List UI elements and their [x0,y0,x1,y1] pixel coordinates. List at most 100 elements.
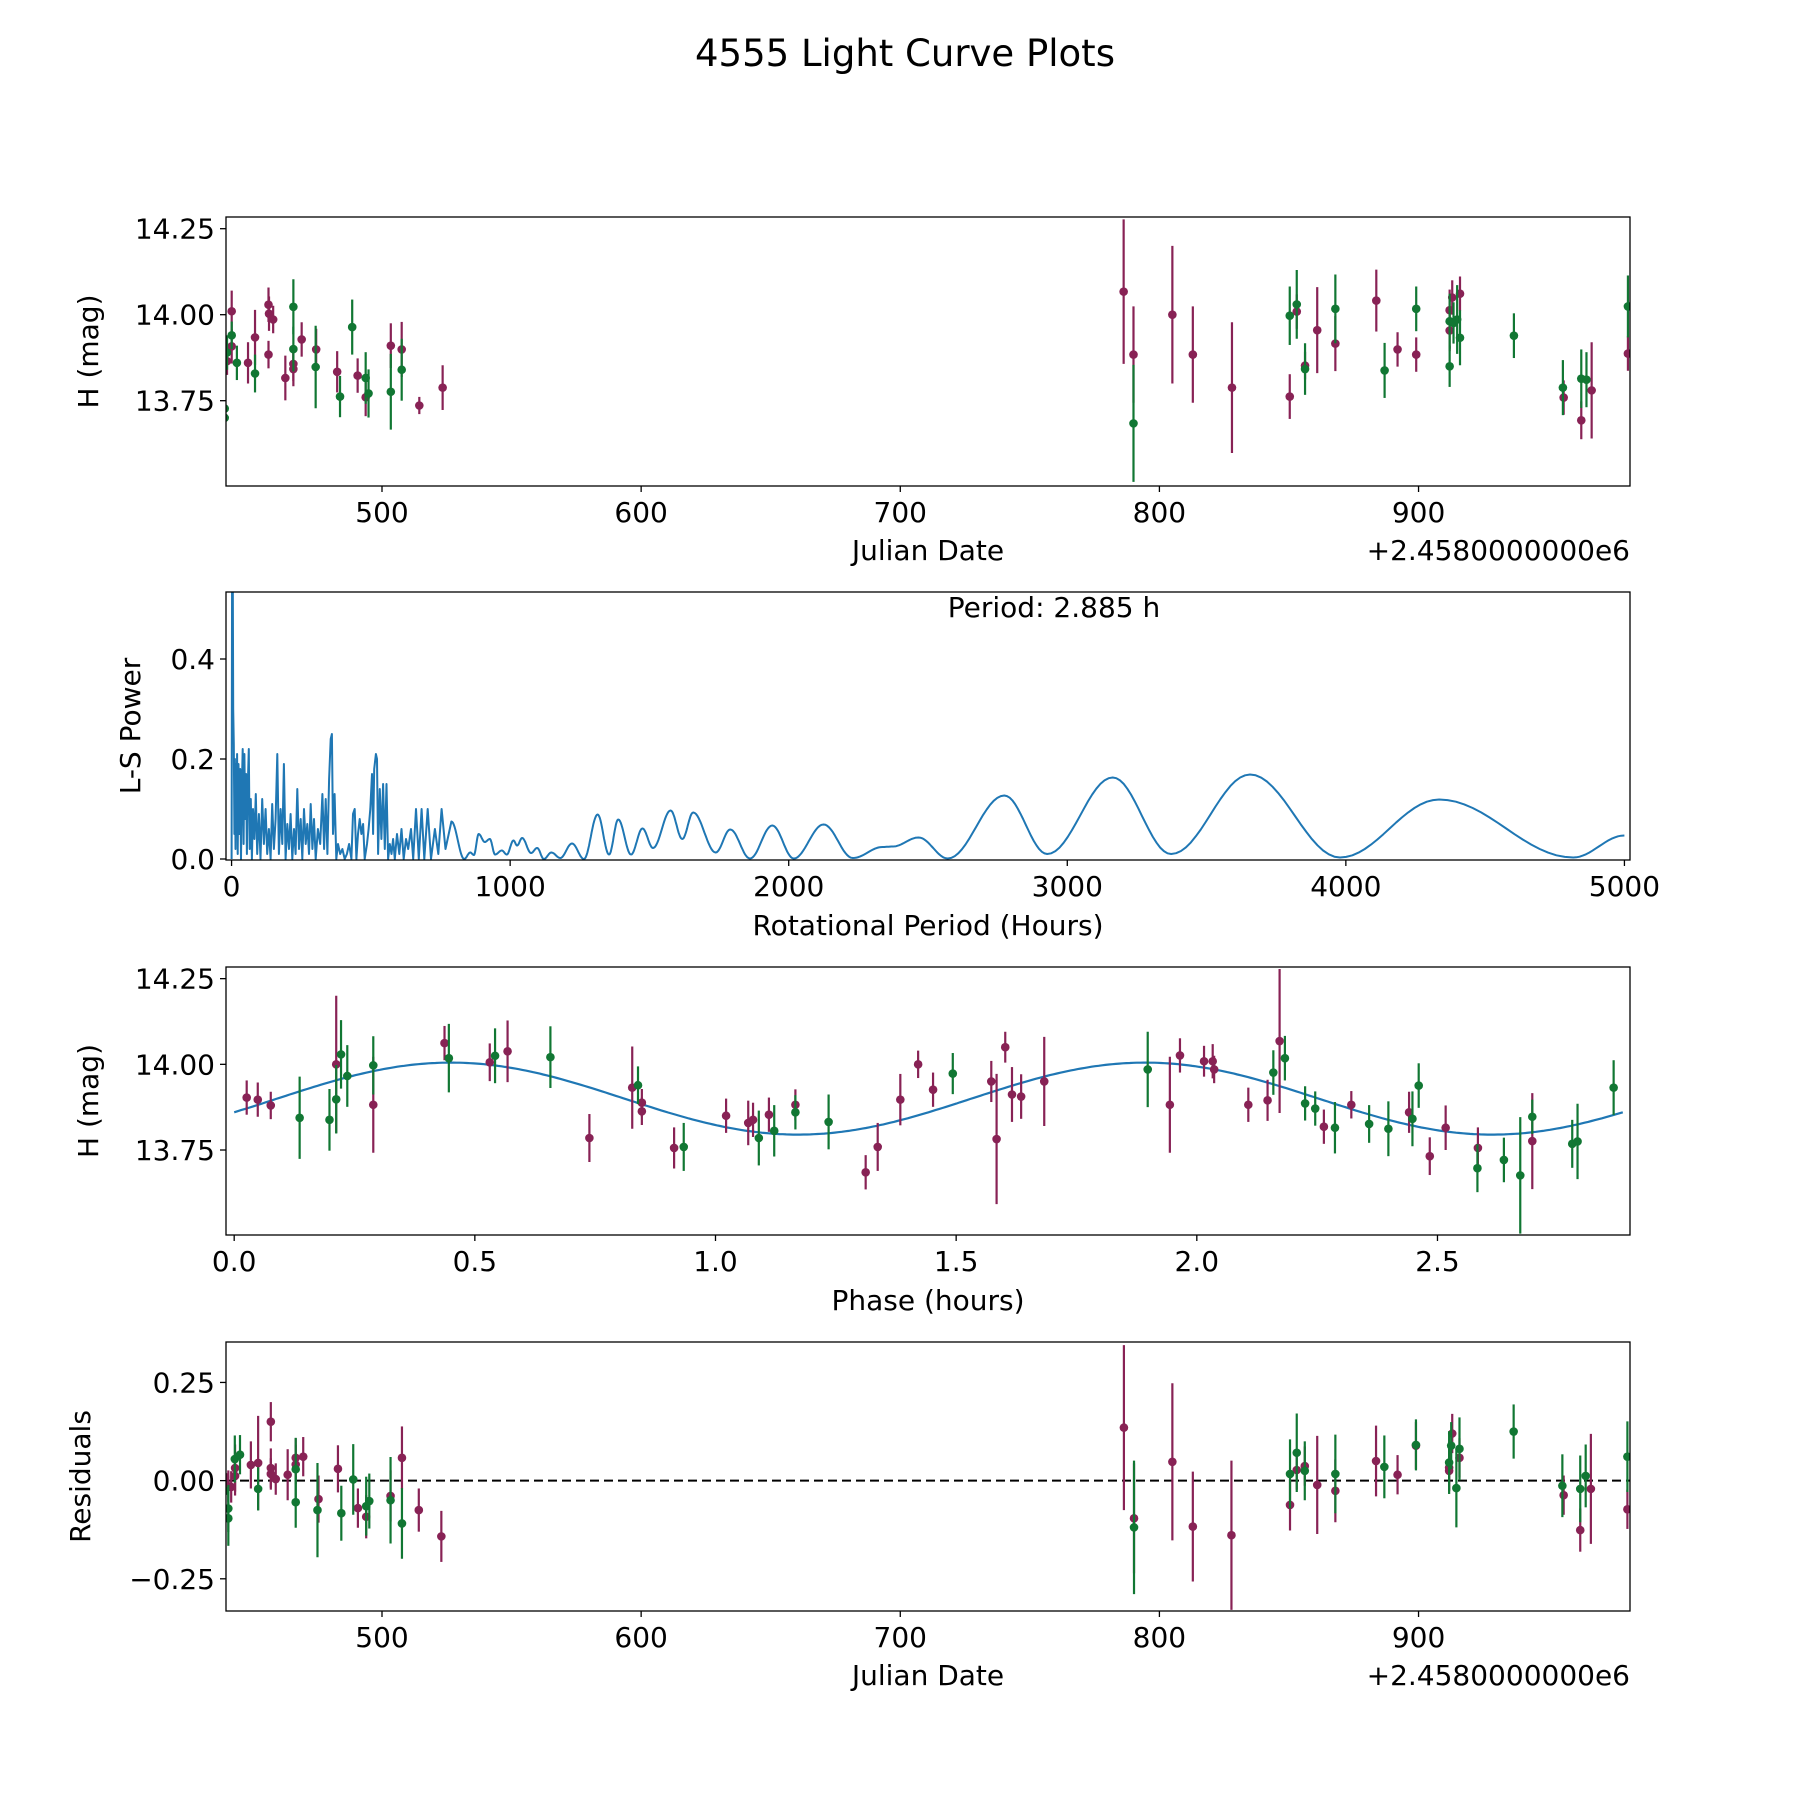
y-tick-label: 14.00 [135,1048,215,1081]
data-point [1129,350,1138,359]
series-0 [226,219,1630,453]
x-tick-label: 1.5 [934,1245,979,1278]
data-point [1285,392,1295,401]
x-tick-label: 1.0 [693,1245,738,1278]
data-point [331,1094,341,1104]
data-point [764,1110,774,1120]
series-1 [217,269,1630,482]
data-point [1244,1100,1253,1110]
data-point [1393,1470,1402,1480]
x-axis-label: Julian Date [850,534,1004,567]
data-point [333,1464,343,1474]
data-point [928,1085,938,1094]
data-point [754,1133,764,1143]
data-point [1285,311,1295,321]
data-point [1446,1441,1456,1450]
data-point [313,1505,322,1515]
data-point [1609,1083,1618,1092]
data-point [1168,1457,1177,1467]
data-point [585,1133,594,1143]
data-point [298,1452,308,1461]
data-point [235,1450,245,1460]
data-point [1509,1427,1518,1436]
data-point [986,1077,996,1086]
data-point [1425,1151,1435,1161]
data-point [289,302,298,312]
data-point [242,1093,251,1102]
data-point [1227,1530,1236,1540]
y-tick-label: 14.25 [135,963,215,996]
data-point [283,1470,292,1480]
axes-frame [225,216,1631,487]
y-tick-label: 13.75 [135,385,215,418]
x-axis-offset-label: +2.4580000000e6 [1367,1659,1630,1692]
data-point [386,387,396,397]
sinusoid-fit-curve [233,1061,1624,1136]
data-point [1165,1100,1175,1110]
axes-frame [225,591,1631,861]
data-point [637,1106,647,1116]
data-point [1441,1123,1450,1133]
figure-title: 4555 Light Curve Plots [695,32,1115,75]
data-point [1575,1525,1585,1535]
series-0 [242,969,1537,1205]
data-point [633,1080,643,1090]
y-tick-label: 0.2 [170,743,215,776]
data-point [217,354,226,363]
data-point [226,1514,233,1523]
data-point [1582,375,1591,385]
data-point [337,1508,346,1518]
x-tick-label: 0.0 [212,1245,257,1278]
x-axis-label: Rotational Period (Hours) [752,909,1103,942]
data-point [1576,415,1586,425]
x-tick-label: 2.0 [1175,1245,1220,1278]
data-point [243,358,253,368]
x-tick-label: 600 [614,1621,667,1654]
data-point [669,1143,679,1153]
data-point [1119,1423,1129,1432]
data-point [1119,287,1128,296]
data-point [1445,361,1454,371]
data-point [948,1069,958,1078]
data-point [1455,333,1465,343]
data-point [1393,345,1402,354]
data-point [1499,1155,1509,1165]
data-point [748,1115,758,1125]
x-tick-label: 3000 [1032,870,1103,903]
data-point [364,389,373,398]
data-point [386,341,396,350]
data-point [1300,1466,1310,1476]
data-point [368,1100,378,1110]
data-point [1312,325,1322,335]
data-point [414,1505,424,1515]
data-point [397,1519,407,1528]
data-point [1404,1108,1414,1117]
data-point [353,1503,363,1513]
residuals-plot-area [226,1345,1630,1610]
data-point [1527,1112,1537,1122]
data-point [1586,1484,1596,1494]
data-point [250,333,260,342]
data-point [266,1101,276,1110]
data-point [1515,1171,1525,1180]
data-point [1411,1440,1421,1450]
data-point [791,1108,800,1117]
data-point [1285,1469,1295,1479]
data-point [311,362,320,372]
data-point [347,322,357,332]
y-tick-label: 0.0 [170,843,215,876]
y-tick-label: 14.25 [135,213,215,246]
data-point [1263,1096,1272,1105]
data-point [246,1460,256,1470]
data-point [1280,1053,1290,1063]
data-point [1452,1483,1461,1493]
data-point [1408,1114,1417,1124]
data-point [1558,1481,1567,1491]
y-tick-label: 14.00 [135,299,215,332]
lightcurve-plot-area [217,219,1630,482]
data-point [1372,296,1381,305]
data-point [264,350,273,359]
data-point [1330,1123,1340,1133]
data-point [913,1060,923,1069]
data-point [992,1134,1001,1144]
